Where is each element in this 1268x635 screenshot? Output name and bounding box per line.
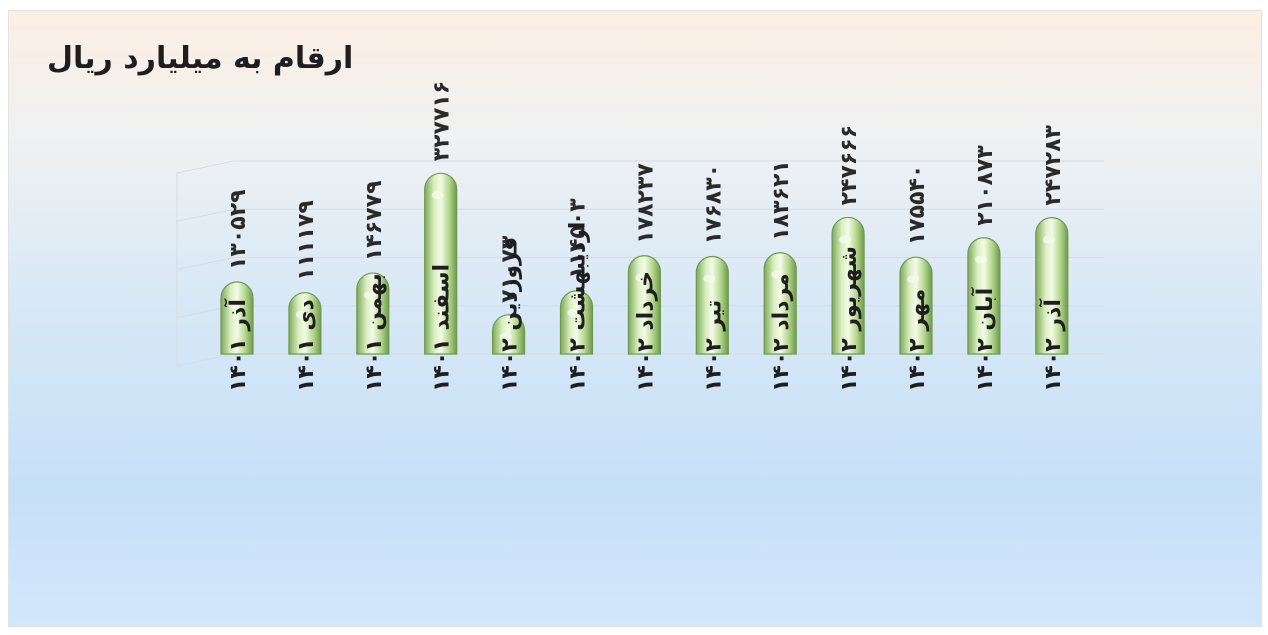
bar bbox=[831, 216, 865, 355]
bar-highlight bbox=[228, 300, 240, 309]
category-label: آذر ۱۴۰۱ bbox=[223, 299, 251, 392]
category-label: آبان ۱۴۰۲ bbox=[970, 287, 998, 392]
category-label: اسفند ۱۴۰۱ bbox=[430, 264, 455, 392]
category-label: مهر ۱۴۰۲ bbox=[905, 289, 930, 392]
bar bbox=[763, 252, 797, 355]
value-label: ۱۱۱۱۷۹ bbox=[294, 200, 319, 281]
bars bbox=[220, 172, 1069, 355]
bar-highlight bbox=[567, 308, 580, 317]
category-label: فروردین ۱۴۰۲ bbox=[498, 237, 523, 392]
category-label: اردیبهشت ۱۴۰۲ bbox=[566, 222, 591, 392]
gridline-depth bbox=[176, 257, 235, 270]
value-label: ۲۴۷۲۸۳ bbox=[1041, 125, 1066, 206]
bar bbox=[967, 237, 1001, 355]
category-label: تیر ۱۴۰۲ bbox=[701, 300, 726, 392]
value-label: ۱۷۸۲۳۷ bbox=[633, 163, 658, 244]
chart-frame: ارقام به میلیارد ریال ۱۳۰۵۲۹ ۱۱۱۱۷۹ ۱۴۶۷۷۹… bbox=[8, 10, 1262, 627]
category-label: دی ۱۴۰۱ bbox=[294, 299, 319, 392]
gridline-depth bbox=[176, 208, 235, 222]
value-label: ۱۸۳۶۲۱ bbox=[769, 160, 794, 241]
bar bbox=[1035, 217, 1069, 355]
value-label: ۱۴۶۷۷۹ bbox=[362, 180, 387, 261]
value-label: ۲۱۰۸۷۳ bbox=[973, 145, 998, 226]
category-label: آذر ۱۴۰۲ bbox=[1038, 299, 1066, 392]
value-labels: ۱۳۰۵۲۹ ۱۱۱۱۷۹ ۱۴۶۷۷۹ ۳۲۷۷۱۶ ۷۱۰۷۳ ۱۱۴۵۰۳ ۱۷۸۲۳… bbox=[226, 81, 1066, 303]
category-labels: آذر ۱۴۰۱ دی ۱۴۰۱ بهمن ۱۴۰۱ اسفند ۱۴۰۱ فروردی… bbox=[223, 222, 1066, 392]
bar-highlight bbox=[635, 273, 648, 282]
bar-highlight bbox=[974, 255, 987, 264]
bar bbox=[559, 290, 594, 355]
category-label: بهمن ۱۴۰۱ bbox=[362, 273, 387, 392]
bar bbox=[220, 281, 254, 355]
value-label: ۱۷۶۸۳۰ bbox=[701, 164, 726, 245]
bar-highlight bbox=[295, 310, 308, 319]
bar-highlight bbox=[703, 274, 716, 283]
gridline-depth bbox=[176, 160, 235, 174]
bar-highlight bbox=[363, 291, 376, 300]
value-label: ۷۱۰۷۳ bbox=[498, 235, 523, 303]
bar-highlight bbox=[839, 235, 852, 244]
category-label: خرداد ۱۴۰۲ bbox=[633, 271, 658, 392]
gridline-depth bbox=[176, 353, 235, 367]
category-label: شهریور ۱۴۰۲ bbox=[837, 246, 862, 392]
category-label: مرداد ۱۴۰۲ bbox=[769, 273, 794, 392]
value-label: ۲۴۷۶۶۶ bbox=[837, 125, 862, 206]
bar bbox=[695, 255, 729, 355]
value-label: ۳۲۷۷۱۶ bbox=[430, 81, 455, 162]
value-label: ۱۷۵۵۴۰ bbox=[905, 165, 930, 246]
bar bbox=[424, 172, 458, 355]
bar bbox=[288, 292, 322, 355]
bar-highlight bbox=[499, 332, 512, 341]
bar-highlight bbox=[1042, 235, 1055, 244]
bar-highlight bbox=[431, 191, 444, 200]
bar-highlight bbox=[907, 275, 919, 284]
bar bbox=[627, 255, 661, 355]
value-label: ۱۱۴۵۰۳ bbox=[566, 198, 591, 279]
value-label: ۱۳۰۵۲۹ bbox=[226, 189, 251, 270]
bar-chart: ۱۳۰۵۲۹ ۱۱۱۱۷۹ ۱۴۶۷۷۹ ۳۲۷۷۱۶ ۷۱۰۷۳ ۱۱۴۵۰۳ ۱۷۸۲۳… bbox=[176, 81, 1104, 392]
bar-highlight bbox=[771, 270, 784, 279]
chart-title: ارقام به میلیارد ریال bbox=[47, 41, 354, 76]
